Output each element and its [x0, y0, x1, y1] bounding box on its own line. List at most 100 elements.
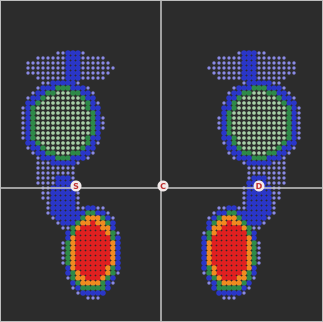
pressure-dot [35, 100, 41, 106]
pressure-dot [75, 55, 81, 61]
pressure-dot [207, 66, 210, 69]
pressure-dot [251, 215, 257, 221]
pressure-dot [61, 141, 65, 145]
pressure-dot [56, 121, 60, 125]
pressure-dot [46, 171, 49, 174]
pressure-dot [85, 250, 91, 256]
pressure-dot [257, 101, 261, 105]
pressure-dot [61, 131, 65, 135]
pressure-dot [35, 90, 41, 96]
pressure-dot [216, 280, 222, 286]
pressure-dot [246, 75, 252, 81]
pressure-dot [46, 161, 49, 164]
pressure-dot [95, 260, 101, 266]
pressure-dot [257, 136, 261, 140]
pressure-dot [236, 285, 242, 291]
pressure-dot [56, 76, 59, 79]
pressure-dot [105, 225, 111, 231]
pressure-dot [56, 61, 59, 64]
pressure-dot [85, 290, 91, 296]
pressure-dot [66, 146, 70, 150]
pressure-dot [101, 206, 104, 209]
pressure-dot [247, 126, 251, 130]
pressure-dot [80, 260, 86, 266]
pressure-dot [262, 61, 265, 64]
pressure-dot [282, 111, 286, 115]
pressure-dot [246, 60, 252, 66]
pressure-dot [206, 240, 212, 246]
pressure-dot [80, 215, 86, 221]
pressure-dot [76, 191, 79, 194]
pressure-dot [251, 245, 257, 251]
pressure-dot [251, 265, 257, 271]
pressure-dot [66, 131, 70, 135]
pressure-dot [56, 56, 59, 59]
marker-label: S [73, 182, 79, 191]
pressure-dot [100, 270, 106, 276]
pressure-dot [221, 225, 227, 231]
pressure-dot [46, 116, 50, 120]
pressure-dot [277, 181, 280, 184]
pressure-dot [281, 100, 287, 106]
pressure-dot [61, 61, 64, 64]
pressure-dot [211, 230, 217, 236]
pressure-dot [56, 116, 60, 120]
pressure-dot [80, 285, 86, 291]
pressure-dot [251, 220, 257, 226]
pressure-dot [277, 121, 281, 125]
pressure-dot [226, 270, 232, 276]
pressure-dot [222, 206, 225, 209]
pressure-dot [231, 280, 237, 286]
pressure-dot [267, 126, 271, 130]
pressure-dot [100, 255, 106, 261]
pressure-dot [277, 161, 280, 164]
pressure-dot [115, 245, 121, 251]
pressure-dot [55, 80, 61, 86]
pressure-dot [85, 100, 91, 106]
pressure-dot [95, 105, 101, 111]
pressure-dot [241, 265, 247, 271]
pressure-dot [45, 150, 51, 156]
pressure-dot [71, 141, 75, 145]
pressure-dot [267, 111, 271, 115]
pressure-dot [105, 285, 111, 291]
pressure-dot [110, 275, 116, 281]
pressure-dot [85, 95, 91, 101]
pressure-dot [272, 206, 275, 209]
pressure-dot [45, 85, 51, 91]
pressure-dot [65, 190, 71, 196]
pressure-dot [251, 210, 257, 216]
pressure-dot [231, 245, 237, 251]
pressure-dot [75, 250, 81, 256]
pressure-dot [35, 150, 41, 156]
pressure-dot [66, 226, 69, 229]
pressure-dot [292, 146, 295, 149]
pressure-dot [216, 250, 222, 256]
pressure-dot [231, 265, 237, 271]
pressure-dot [90, 135, 96, 141]
pressure-dot [81, 131, 85, 135]
pressure-dot [237, 136, 241, 140]
pressure-dot [251, 260, 257, 266]
pressure-dot [232, 126, 236, 130]
pressure-dot [50, 195, 56, 201]
pressure-dot [85, 245, 91, 251]
pressure-dot [46, 211, 49, 214]
pressure-dot [202, 231, 205, 234]
pressure-dot [221, 290, 227, 296]
pressure-dot [231, 260, 237, 266]
pressure-dot [246, 180, 252, 186]
pressure-dot [231, 270, 237, 276]
pressure-dot [30, 95, 36, 101]
pressure-dot [242, 101, 246, 105]
pressure-dot [65, 220, 71, 226]
pressure-dot [101, 126, 104, 129]
pressure-dot [105, 260, 111, 266]
pressure-dot [217, 126, 220, 129]
pressure-dot [216, 225, 222, 231]
pressure-dot [46, 56, 49, 59]
pressure-dot [256, 160, 262, 166]
pressure-dot [96, 71, 99, 74]
pressure-dot [41, 141, 45, 145]
pressure-dot [246, 205, 252, 211]
